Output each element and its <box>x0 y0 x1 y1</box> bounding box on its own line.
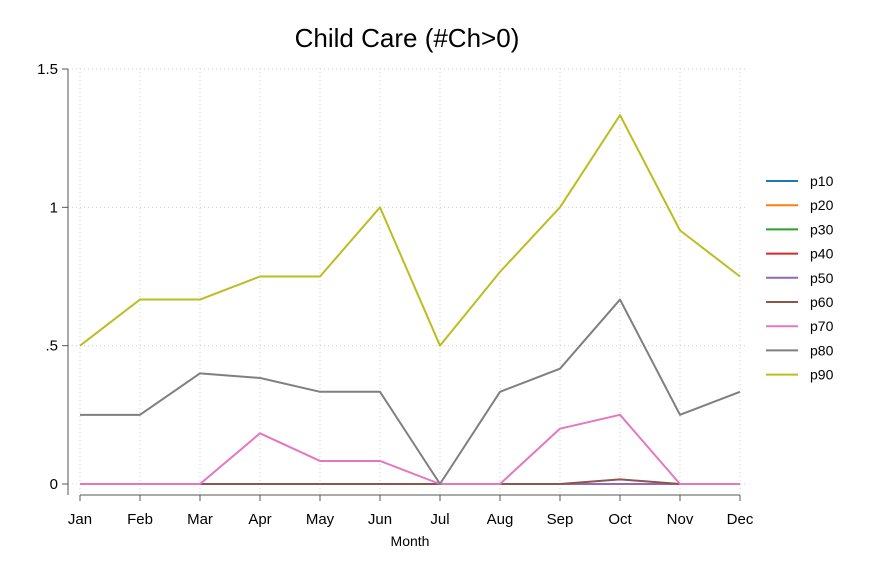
legend-label-p90: p90 <box>810 367 834 383</box>
x-tick-label: Jul <box>430 511 449 528</box>
legend: p10 p20 p30 p40 p50 p60 p70 p80 p90 <box>766 173 834 383</box>
x-tick-label: Nov <box>667 511 694 528</box>
series-line-p90 <box>79 114 741 347</box>
y-tick-label: .5 <box>45 338 58 355</box>
x-tick-label: Aug <box>487 511 514 528</box>
y-tick-label: 1.5 <box>37 61 58 78</box>
legend-label-p60: p60 <box>810 294 834 310</box>
legend-label-p30: p30 <box>810 221 834 237</box>
series-lines <box>79 114 741 485</box>
x-tick-label: Jan <box>68 511 92 528</box>
legend-label-p70: p70 <box>810 318 834 334</box>
x-tick-label: Mar <box>187 511 213 528</box>
axes: 0 .5 1 1.5 Jan Feb Mar Apr May Jun Jul Aug Sep Oct Nov… <box>37 61 754 528</box>
x-tick-label: Dec <box>727 511 754 528</box>
series-line-p70 <box>80 413 740 485</box>
y-tick-label: 0 <box>50 476 58 493</box>
legend-label-p40: p40 <box>810 246 834 262</box>
x-axis-label: Month <box>391 533 430 549</box>
x-tick-label: Oct <box>608 511 632 528</box>
legend-label-p10: p10 <box>810 173 834 189</box>
legend-label-p50: p50 <box>810 270 834 286</box>
legend-label-p20: p20 <box>810 197 834 213</box>
series-line-p80 <box>80 298 741 485</box>
grid-lines <box>68 68 748 495</box>
chart-title: Child Care (#Ch>0) <box>295 23 520 53</box>
x-tick-label: Jun <box>368 511 392 528</box>
y-tick-label: 1 <box>50 199 58 216</box>
x-tick-label: Feb <box>127 511 153 528</box>
legend-label-p80: p80 <box>810 342 834 358</box>
x-tick-label: Apr <box>248 511 271 528</box>
x-tick-label: Sep <box>547 511 574 528</box>
x-tick-label: May <box>306 511 335 528</box>
